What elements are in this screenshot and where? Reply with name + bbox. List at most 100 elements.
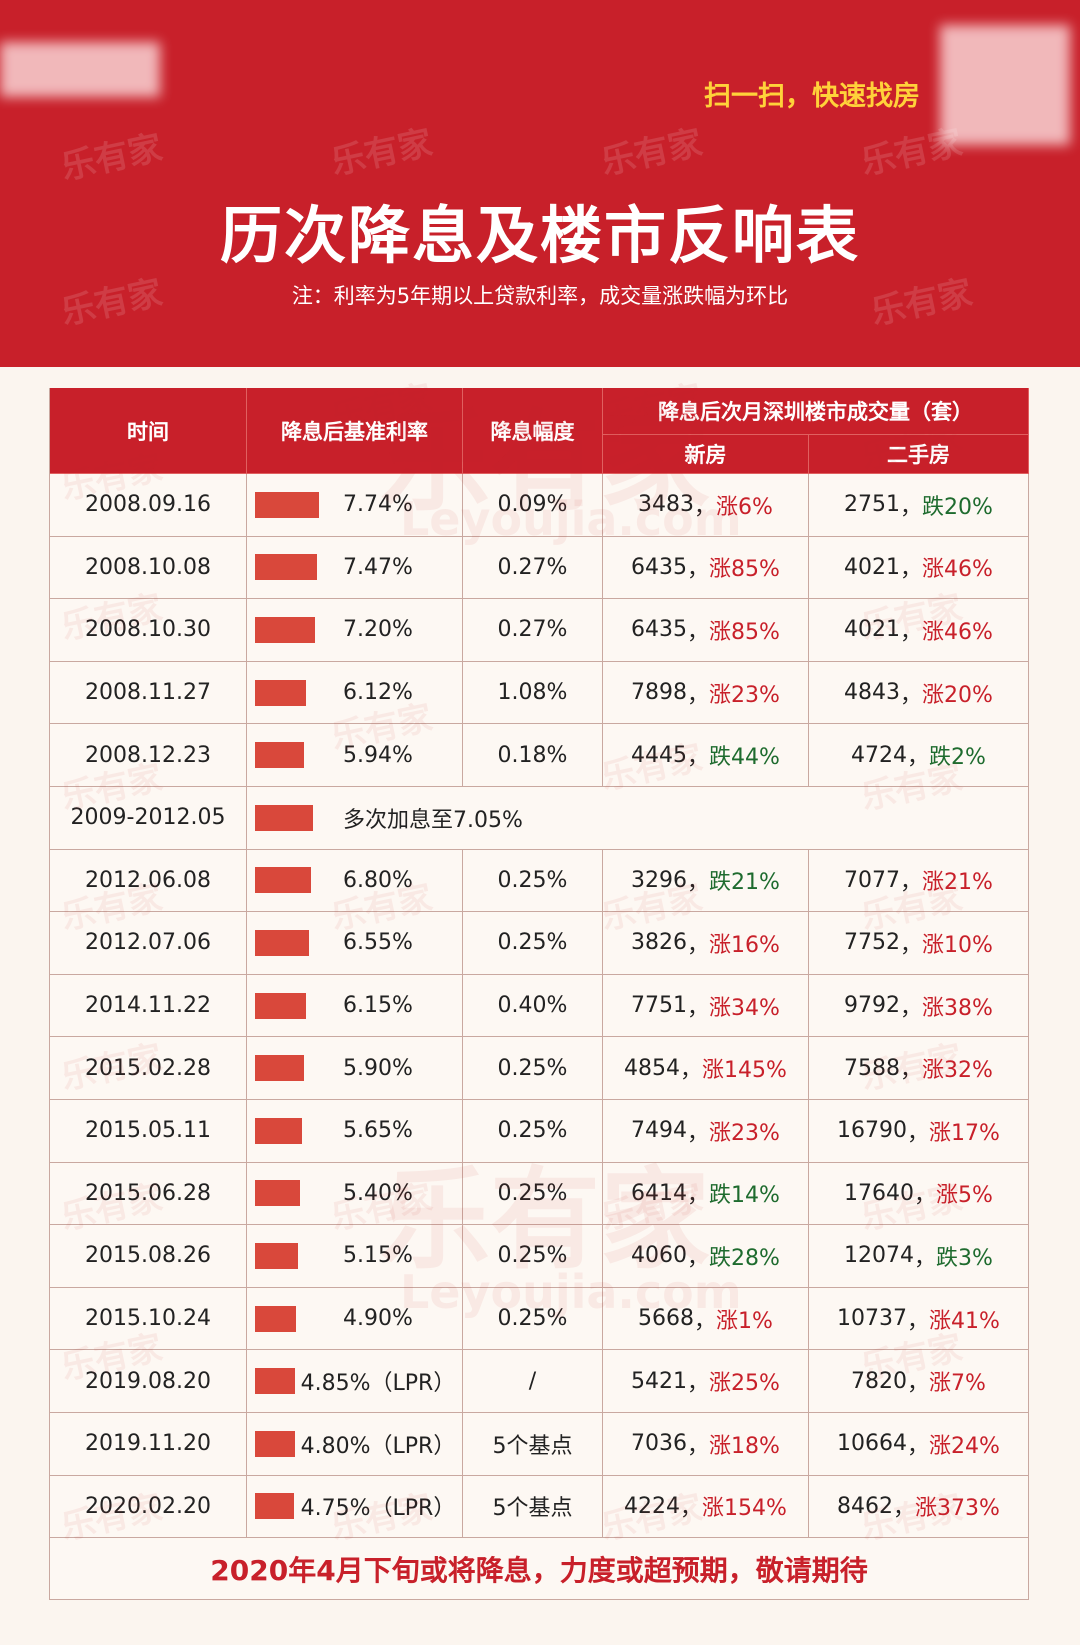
volume: 6435 xyxy=(631,554,688,580)
date: 2008.12.23 xyxy=(85,742,211,768)
change: 跌20% xyxy=(922,494,993,520)
separator: ， xyxy=(907,1308,930,1334)
separator: ， xyxy=(907,1433,930,1459)
change: 涨10% xyxy=(922,932,993,958)
change: 跌2% xyxy=(929,745,986,771)
volume: 4843 xyxy=(844,680,901,706)
new-cell: 6414，跌14% xyxy=(603,1162,809,1226)
note: 注：利率为5年期以上贷款利率，成交量涨跌幅为环比 xyxy=(291,284,789,308)
volume: 6435 xyxy=(631,617,688,643)
date-cell: 2008.10.08 xyxy=(50,536,247,600)
header-cell: 时间 xyxy=(50,388,247,474)
second-cell: 12074，跌3% xyxy=(809,1225,1029,1288)
cut: 0.09% xyxy=(497,492,568,518)
date: 2008.10.30 xyxy=(85,617,211,643)
date: 2015.02.28 xyxy=(85,1055,211,1081)
change: 涨32% xyxy=(922,1058,993,1084)
volume: 5421 xyxy=(631,1368,688,1394)
rate: 7.47% xyxy=(343,554,413,580)
separator: ， xyxy=(694,1308,717,1334)
rate: 5.94% xyxy=(343,742,413,768)
separator: ， xyxy=(687,870,710,896)
change: 涨21% xyxy=(922,870,993,896)
date-cell: 2015.06.28 xyxy=(50,1162,247,1226)
header-cell: 降息后基准利率 xyxy=(247,388,463,474)
separator: ， xyxy=(687,1120,710,1146)
volume: 8462 xyxy=(837,1493,894,1519)
separator: ， xyxy=(893,1496,916,1522)
change: 跌3% xyxy=(936,1245,993,1271)
rate-cell: 4.90% xyxy=(247,1287,463,1351)
rate: 5.15% xyxy=(343,1243,413,1269)
footer-cell: 2020年4月下旬或将降息，力度或超预期，敬请期待 xyxy=(50,1538,1029,1601)
blurred-logo xyxy=(0,42,160,97)
rate-bar xyxy=(255,742,305,769)
cut-cell: 0.25% xyxy=(463,1162,603,1226)
rate: 7.74% xyxy=(343,492,413,518)
volume: 12074 xyxy=(844,1243,915,1269)
new-cell: 4224，涨154% xyxy=(603,1475,809,1539)
change: 跌28% xyxy=(709,1245,780,1271)
change: 涨34% xyxy=(709,995,780,1021)
change: 涨17% xyxy=(929,1120,1000,1146)
cut-cell: 0.18% xyxy=(463,724,603,787)
rate-cell: 4.75%（LPR） xyxy=(247,1475,463,1539)
header-band: 扫一扫，快速找房 历次降息及楼市反响表 注：利率为5年期以上贷款利率，成交量涨跌… xyxy=(0,0,1080,367)
change: 涨85% xyxy=(709,619,780,645)
cut: 0.25% xyxy=(497,930,568,956)
footer: 2020年4月下旬或将降息，力度或超预期，敬请期待 xyxy=(210,1553,868,1587)
watermark: 乐有家 xyxy=(57,127,166,189)
date-cell: 2015.02.28 xyxy=(50,1037,247,1100)
rate: 6.15% xyxy=(343,993,413,1019)
separator: ， xyxy=(914,1245,937,1271)
second-cell: 7588，涨32% xyxy=(809,1037,1029,1100)
change: 涨18% xyxy=(709,1433,780,1459)
cut-cell: 0.25% xyxy=(463,1225,603,1288)
cut-cell: 1.08% xyxy=(463,661,603,725)
change: 涨46% xyxy=(922,557,993,583)
date-cell: 2008.12.23 xyxy=(50,724,247,787)
rate-bar xyxy=(255,992,307,1019)
rate-bar xyxy=(255,554,317,581)
volume: 7494 xyxy=(631,1118,688,1144)
header-cell: 二手房 xyxy=(809,435,1029,474)
cut: / xyxy=(528,1368,537,1394)
rate: 5.90% xyxy=(343,1055,413,1081)
separator: ， xyxy=(687,995,710,1021)
rate-bar xyxy=(255,1305,296,1332)
volume: 7820 xyxy=(851,1368,908,1394)
header-text: 新房 xyxy=(684,443,727,467)
rate: 4.75%（LPR） xyxy=(300,1496,456,1522)
change: 涨46% xyxy=(922,619,993,645)
volume: 10737 xyxy=(837,1306,908,1332)
change: 涨145% xyxy=(702,1058,787,1084)
separator: ， xyxy=(687,557,710,583)
header-cell: 新房 xyxy=(603,435,809,474)
cut-cell: 0.09% xyxy=(463,474,603,537)
note-cell: 多次加息至7.05% xyxy=(247,787,1029,850)
separator: ， xyxy=(907,745,930,771)
date: 2012.07.06 xyxy=(85,930,211,956)
date: 2015.05.11 xyxy=(85,1118,211,1144)
date: 2019.08.20 xyxy=(85,1368,211,1394)
second-cell: 4021，涨46% xyxy=(809,599,1029,662)
rate-bar xyxy=(255,867,312,894)
cut: 0.40% xyxy=(497,993,568,1019)
rate: 6.80% xyxy=(343,867,413,893)
new-cell: 4060，跌28% xyxy=(603,1225,809,1288)
change: 跌21% xyxy=(709,870,780,896)
rate-cell: 5.15% xyxy=(247,1225,463,1288)
volume: 4021 xyxy=(844,554,901,580)
rate-cell: 6.15% xyxy=(247,974,463,1038)
change: 涨24% xyxy=(929,1433,1000,1459)
new-cell: 7036，涨18% xyxy=(603,1413,809,1476)
date-cell: 2009-2012.05 xyxy=(50,787,247,850)
volume: 10664 xyxy=(837,1431,908,1457)
cut: 0.25% xyxy=(497,1055,568,1081)
new-cell: 7898，涨23% xyxy=(603,661,809,725)
separator: ， xyxy=(914,1183,937,1209)
date-cell: 2015.10.24 xyxy=(50,1287,247,1351)
separator: ， xyxy=(687,745,710,771)
rate-cell: 7.47% xyxy=(247,536,463,600)
